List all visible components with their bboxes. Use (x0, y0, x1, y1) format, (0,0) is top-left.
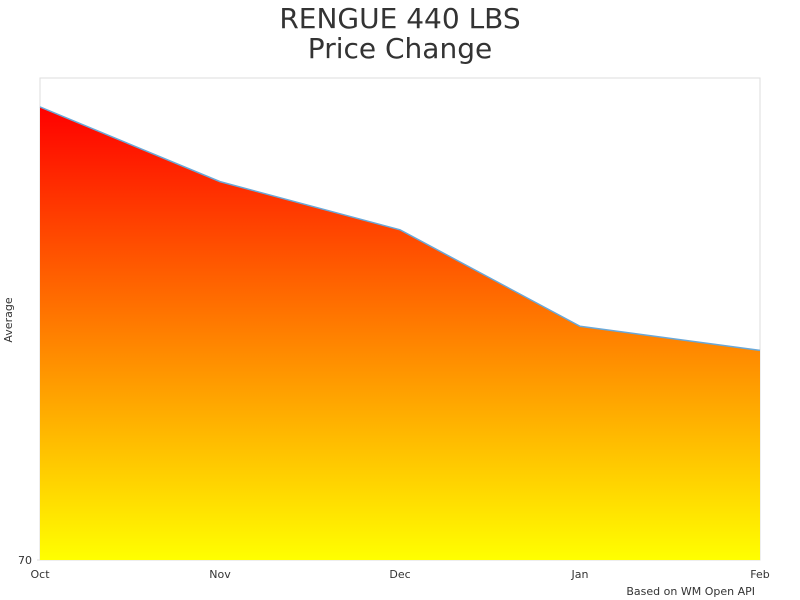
chart-title: RENGUE 440 LBS (279, 2, 520, 35)
x-tick-label: Nov (209, 568, 231, 581)
x-tick-label: Oct (30, 568, 50, 581)
y-tick-label: 70 (18, 554, 32, 567)
area-line (39, 106, 761, 352)
y-axis-label: Average (2, 297, 15, 342)
chart-title: Price Change (308, 32, 492, 65)
x-tick-label: Dec (389, 568, 410, 581)
area-fill (40, 106, 760, 561)
x-tick-label: Feb (750, 568, 769, 581)
credit: Based on WM Open API (626, 585, 755, 598)
x-tick-label: Jan (571, 568, 589, 581)
